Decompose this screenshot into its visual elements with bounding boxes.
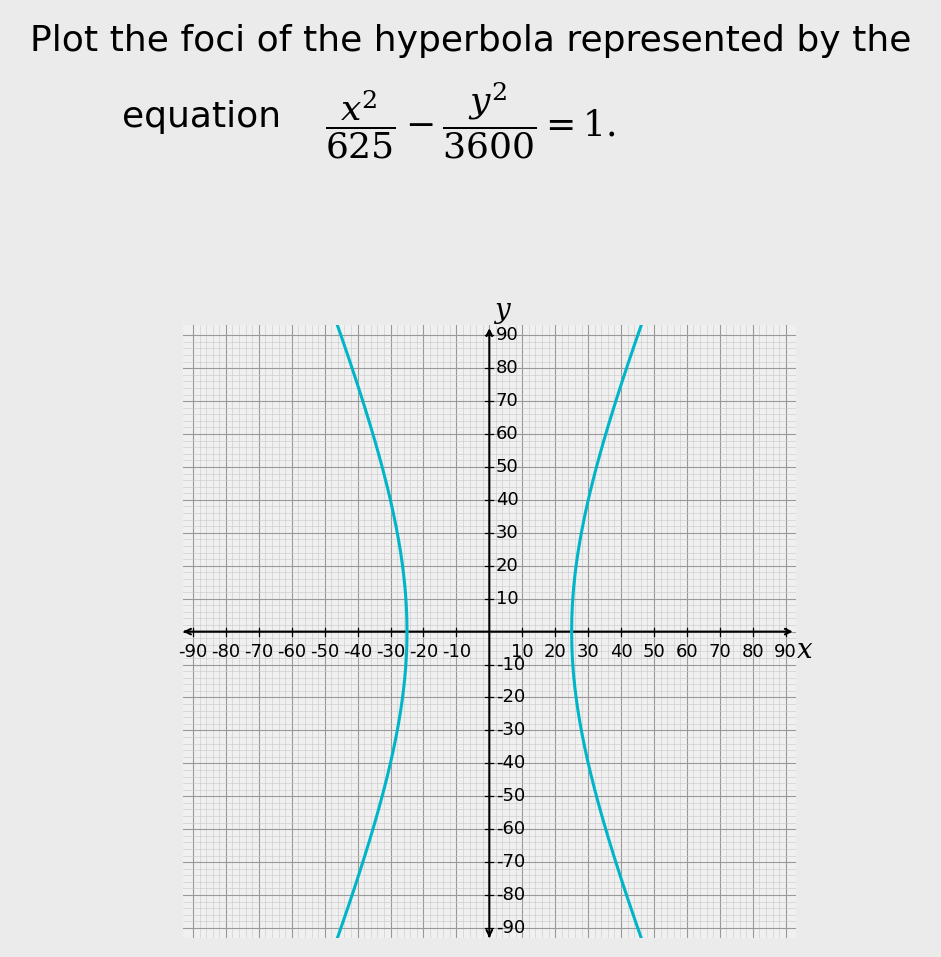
Text: -30: -30: [496, 722, 525, 740]
Text: x: x: [797, 636, 813, 663]
Text: 80: 80: [496, 359, 518, 377]
Text: -40: -40: [343, 643, 373, 661]
Text: -10: -10: [442, 643, 470, 661]
Text: -80: -80: [496, 886, 525, 904]
Text: -40: -40: [496, 754, 525, 772]
Text: -90: -90: [496, 919, 525, 937]
Text: 50: 50: [643, 643, 665, 661]
Text: 80: 80: [742, 643, 764, 661]
Text: 10: 10: [511, 643, 534, 661]
Text: 20: 20: [544, 643, 566, 661]
Text: Plot the foci of the hyperbola represented by the: Plot the foci of the hyperbola represent…: [30, 24, 911, 58]
Text: 60: 60: [676, 643, 698, 661]
Text: equation: equation: [122, 100, 281, 135]
Text: 50: 50: [496, 458, 518, 476]
Text: 40: 40: [610, 643, 632, 661]
Text: -50: -50: [310, 643, 340, 661]
Text: 70: 70: [709, 643, 731, 661]
Text: $\dfrac{x^2}{625} - \dfrac{y^2}{3600} = 1.$: $\dfrac{x^2}{625} - \dfrac{y^2}{3600} = …: [325, 81, 616, 162]
Text: 90: 90: [774, 643, 797, 661]
Text: 20: 20: [496, 557, 518, 575]
Text: -20: -20: [408, 643, 439, 661]
Text: y: y: [494, 298, 510, 324]
Text: 40: 40: [496, 491, 518, 509]
Text: -50: -50: [496, 788, 525, 805]
Text: -20: -20: [496, 688, 525, 706]
Text: 90: 90: [496, 326, 518, 345]
Text: -70: -70: [245, 643, 274, 661]
Text: -30: -30: [375, 643, 406, 661]
Text: 10: 10: [496, 590, 518, 608]
Text: -90: -90: [179, 643, 208, 661]
Text: 60: 60: [496, 425, 518, 443]
Text: -70: -70: [496, 853, 525, 871]
Text: 30: 30: [496, 523, 518, 542]
Text: -60: -60: [278, 643, 307, 661]
Text: 30: 30: [577, 643, 599, 661]
Text: -80: -80: [212, 643, 241, 661]
Text: -60: -60: [496, 820, 525, 838]
Text: 70: 70: [496, 392, 518, 411]
Text: -10: -10: [496, 656, 525, 674]
